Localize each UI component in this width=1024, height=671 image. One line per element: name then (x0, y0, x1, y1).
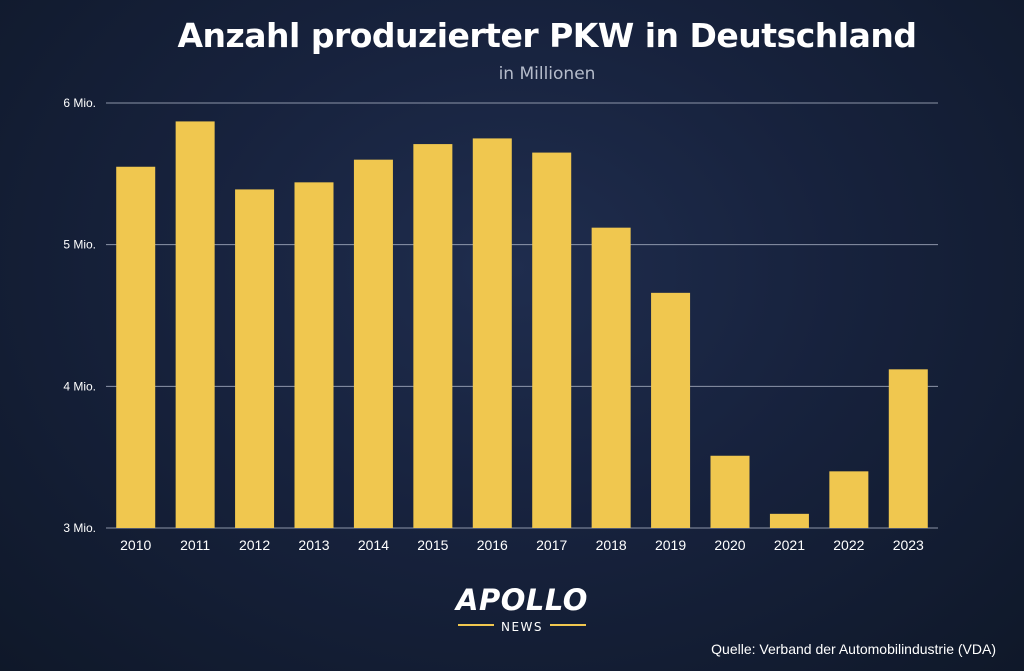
logo-line-right (550, 624, 586, 626)
y-tick-label: 4 Mio. (63, 379, 96, 393)
chart-subtitle: in Millionen (498, 64, 596, 84)
y-tick-label: 6 Mio. (63, 96, 96, 110)
logo-wordmark: APOLLO (456, 583, 588, 617)
y-tick-label: 5 Mio. (63, 238, 96, 252)
bars (116, 121, 928, 529)
x-tick-label: 2010 (120, 537, 151, 553)
bar-2019 (651, 292, 691, 528)
apollo-news-logo: APOLLO NEWS (452, 583, 592, 634)
logo-news-text: NEWS (500, 620, 544, 634)
bar-2021 (769, 513, 809, 528)
bar-2023 (888, 369, 928, 528)
source-note: Quelle: Verband der Automobilindustrie (… (711, 641, 996, 657)
bar-2014 (353, 159, 393, 528)
y-tick-label: 3 Mio. (63, 521, 96, 535)
x-tick-label: 2011 (180, 537, 210, 553)
x-tick-label: 2014 (358, 537, 389, 553)
x-tick-label: 2020 (714, 537, 745, 553)
logo-line-left (458, 624, 494, 626)
grid-lines (106, 102, 938, 529)
bar-2022 (829, 471, 869, 528)
x-tick-label: 2015 (417, 537, 448, 553)
chart-title: Anzahl produzierter PKW in Deutschland (177, 16, 917, 55)
logo-subline: NEWS (452, 616, 592, 634)
bar-2017 (532, 152, 572, 529)
bar-2011 (175, 121, 215, 529)
bar-2015 (413, 144, 453, 529)
x-tick-label: 2017 (536, 537, 567, 553)
bar-2010 (116, 166, 156, 528)
bar-2020 (710, 455, 750, 528)
x-tick-label: 2012 (239, 537, 270, 553)
x-tick-label: 2013 (298, 537, 329, 553)
x-tick-label: 2021 (774, 537, 805, 553)
y-axis-ticks: 3 Mio. 4 Mio. 5 Mio. 6 Mio. (63, 96, 96, 535)
bar-2016 (472, 138, 512, 528)
x-tick-label: 2019 (655, 537, 686, 553)
bar-2018 (591, 227, 631, 528)
x-tick-label: 2016 (477, 537, 508, 553)
x-tick-label: 2023 (893, 537, 924, 553)
x-tick-label: 2018 (596, 537, 627, 553)
x-tick-label: 2022 (833, 537, 864, 553)
x-axis-ticks: 2010 2011 2012 2013 2014 2015 2016 2017 2018 2019… (120, 537, 924, 553)
bar-2013 (294, 182, 334, 529)
bar-2012 (235, 189, 275, 528)
